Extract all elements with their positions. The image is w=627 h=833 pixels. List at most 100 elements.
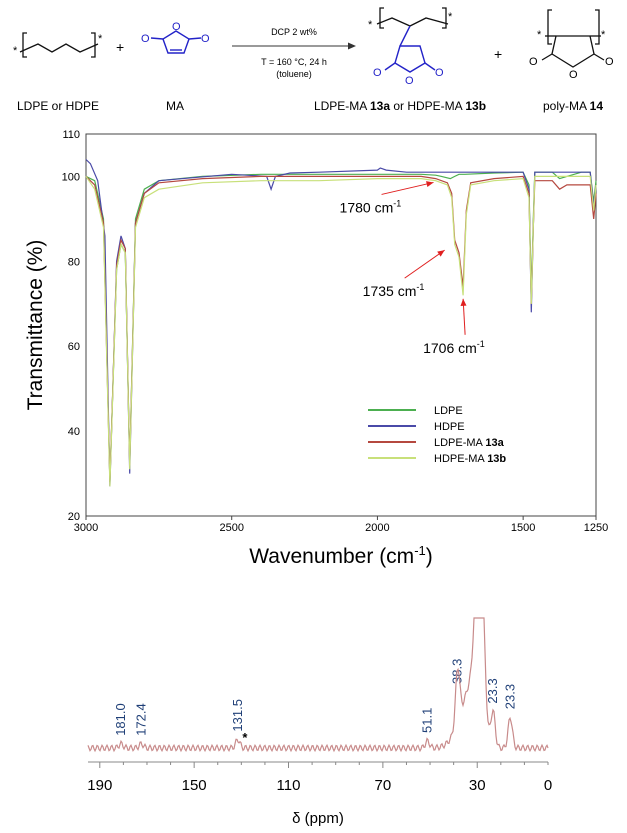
nmr-peak-label: 23.3 (485, 678, 500, 703)
compound-label-pe: LDPE or HDPE (17, 99, 99, 113)
ir-y-axis-label: Transmittance (%) (24, 240, 47, 411)
ir-x-axis-label-sup: -1 (414, 543, 426, 558)
ir-y-tick-label: 60 (68, 341, 80, 353)
nmr-x-axis-label: δ (ppm) (292, 810, 344, 827)
grafted-pe-structure (376, 7, 449, 29)
grafted-label-part2: or HDPE-MA (390, 99, 465, 113)
ir-y-tick-label: 80 (68, 256, 80, 268)
ir-legend-name: HDPE-MA (434, 453, 487, 465)
ir-x-tick-label: 1250 (584, 522, 608, 534)
plus-sign-1: + (116, 39, 124, 55)
poly-ma-structure (541, 9, 605, 68)
ir-annotation-label: 1780 cm-1 (340, 198, 402, 215)
plus-sign-2: + (494, 46, 502, 62)
graft-star-left: * (368, 19, 373, 31)
polyma-right-oxygen: O (605, 56, 614, 68)
ir-y-tick-label: 110 (62, 129, 80, 141)
reagent-label: DCP 2 wt% (271, 27, 317, 37)
ir-y-tick-label: 20 (68, 511, 80, 523)
ir-annotation-sup: -1 (477, 339, 485, 349)
nmr-peak-label: 181.0 (113, 703, 128, 736)
ir-y-tick-label: 40 (68, 426, 80, 438)
ir-x-tick-label: 3000 (74, 522, 98, 534)
ir-spectrum-chart: 20 40 60 80 100 110 3000 2500 2000 1500 1250 1780… (24, 129, 608, 568)
maleic-anhydride-structure (150, 30, 202, 54)
graft-ring-oxygen: O (405, 75, 414, 87)
ma-ring-oxygen: O (172, 21, 181, 33)
grafted-label-13a: 13a (370, 99, 390, 113)
nmr-x-ticks: 190 150 110 70 30 0 (87, 762, 552, 794)
polyma-ring-oxygen: O (569, 69, 578, 81)
nmr-x-tick-label: 70 (375, 777, 392, 794)
polyma-label-14: 14 (590, 99, 604, 113)
nmr-peak-label: 51.1 (420, 708, 435, 733)
nmr-peak-label: 23.3 (502, 684, 517, 709)
ma-right-oxygen: O (201, 33, 210, 45)
ir-annotation-arrowhead (426, 181, 434, 187)
ir-x-axis-label-main: Wavenumber (cm (249, 545, 414, 568)
ir-x-tick-label: 1500 (511, 522, 535, 534)
ir-annotation-value: 1706 cm (423, 340, 477, 356)
compound-label-ma: MA (166, 99, 184, 113)
ir-series-lines (85, 159, 597, 487)
ir-annotation-sup: -1 (416, 282, 424, 292)
reaction-arrow (232, 42, 356, 50)
ir-x-axis-label: Wavenumber (cm-1) (249, 543, 433, 568)
ir-series-line-4 (85, 175, 597, 487)
ir-annotation-value: 1735 cm (363, 283, 417, 299)
ir-legend-label: HDPE-MA 13b (434, 453, 506, 465)
ir-legend-bold: 13a (485, 437, 504, 449)
ir-legend-name: LDPE (434, 405, 463, 417)
nmr-peak-label: 131.5 (230, 699, 245, 732)
nmr-x-tick-label: 150 (182, 777, 207, 794)
polyma-star-right: * (601, 29, 606, 41)
ir-legend: LDPE HDPE LDPE-MA 13a HDPE-MA 13b (368, 405, 506, 465)
nmr-x-tick-label: 30 (469, 777, 486, 794)
nmr-peak-labels: 181.0 172.4 131.5 51.138.323.3 23.3 (113, 659, 517, 736)
ir-x-tick-label: 2000 (365, 522, 389, 534)
solvent-label: (toluene) (276, 69, 312, 79)
ir-legend-name: HDPE (434, 421, 465, 433)
ir-annotation-arrow (381, 181, 434, 195)
ir-legend-label: LDPE (434, 405, 463, 417)
ir-annotation-label: 1735 cm-1 (363, 282, 425, 299)
graft-right-oxygen: O (435, 67, 444, 79)
grafted-label-13b: 13b (465, 99, 486, 113)
nmr-x-tick-label: 0 (544, 777, 552, 794)
grafted-label-part1: LDPE-MA (314, 99, 370, 113)
nmr-asterisk: * (242, 730, 248, 745)
nmr-spectrum-chart: 181.0 172.4 131.5 51.138.323.3 23.3 * 190 150… (87, 617, 552, 827)
ir-annotation-arrowhead (437, 250, 445, 257)
nmr-x-tick-label: 110 (277, 777, 301, 794)
ir-x-axis-label-end: ) (426, 545, 433, 568)
ir-annotation-label: 1706 cm-1 (423, 339, 485, 356)
ir-legend-name: LDPE-MA (434, 437, 485, 449)
ir-legend-label: HDPE (434, 421, 465, 433)
ir-annotation-sup: -1 (393, 198, 401, 208)
graft-star-right: * (448, 11, 453, 23)
reaction-scheme: * * + O O O DCP 2 wt% T = 160 °C, 24 h (… (13, 7, 614, 113)
ir-x-tick-label: 2500 (219, 522, 243, 534)
ir-legend-label: LDPE-MA 13a (434, 437, 505, 449)
grafted-anhydride-ring (384, 25, 436, 73)
ir-annotation-arrowhead (460, 298, 467, 306)
polyethylene-structure (19, 32, 99, 58)
ir-annotation-value: 1780 cm (340, 199, 394, 215)
compound-label-grafted: LDPE-MA 13a or HDPE-MA 13b (314, 99, 486, 113)
ir-y-tick-label: 100 (62, 171, 80, 183)
ma-left-oxygen: O (141, 33, 150, 45)
pe-star-right: * (98, 33, 103, 45)
nmr-peak-label: 172.4 (133, 703, 148, 736)
nmr-spectrum-line (87, 617, 549, 753)
pe-star-left: * (13, 45, 18, 57)
ir-x-ticks: 3000 2500 2000 1500 1250 (74, 516, 608, 534)
polyma-star-left: * (537, 29, 542, 41)
ir-annotation-arrow (404, 249, 445, 279)
condition-label: T = 160 °C, 24 h (261, 57, 327, 67)
polyma-label-part1: poly-MA (543, 99, 590, 113)
compound-label-polyma: poly-MA 14 (543, 99, 603, 113)
ir-plot-frame (85, 133, 597, 517)
polyma-left-oxygen: O (529, 56, 538, 68)
graft-left-oxygen: O (373, 67, 382, 79)
